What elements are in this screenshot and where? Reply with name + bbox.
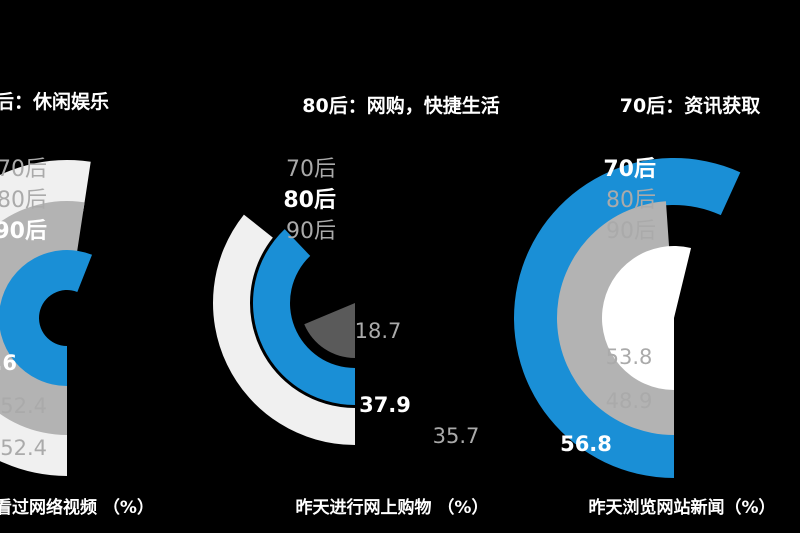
value-label-1-3: .6 [0,351,17,375]
arc-1-1 [0,160,91,476]
arc-1-2 [0,201,85,435]
value-label-1-1: 52.4 [0,436,47,460]
title-1: 后：休闲娱乐 [0,90,109,113]
legend-1-1: 70后 [0,157,47,182]
value-label-3-3: 53.8 [606,345,653,369]
arc-1-3 [0,250,93,386]
legend-2-1: 70后 [286,157,336,182]
value-label-3-1: 56.8 [560,432,612,456]
footer-1: 看过网络视频 （%） [0,497,154,518]
title-3: 70后：资讯获取 [620,94,760,117]
legend-1-2: 80后 [0,188,47,213]
footer-3: 昨天浏览网站新闻（%） [588,497,775,518]
panel-1: 后：休闲娱乐 70后 80后 90后 52.4 52.4 .6 看过网络视频 （%） [0,90,154,518]
title-2: 80后：网购，快捷生活 [302,94,499,117]
arc-2-2 [253,229,355,405]
legend-3-1: 70后 [603,157,656,182]
panel-2: 80后：网购，快捷生活 70后 80后 90后 35.7 37.9 18.7 昨天进行网上购物… [212,94,500,518]
arc-2-1 [212,214,355,445]
value-label-2-3: 18.7 [355,319,402,343]
value-label-3-2: 48.9 [606,389,653,413]
value-label-2-2: 37.9 [359,393,411,417]
legend-3-2: 80后 [606,188,656,213]
panel-3: 70后：资讯获取 70后 80后 90后 56.8 48.9 53.8 昨天浏览网站新闻（%） [514,94,776,518]
footer-2: 昨天进行网上购物 （%） [296,497,489,518]
arc-3-2 [556,201,674,435]
arc-3-3 [601,245,692,390]
value-label-2-1: 35.7 [433,424,480,448]
legend-2-3: 90后 [286,219,336,244]
legend-3-3: 90后 [606,219,656,244]
legend-1-3: 90后 [0,219,47,244]
arc-2-3 [304,303,355,358]
legend-2-2: 80后 [283,188,336,213]
arc-3-1 [514,157,741,478]
value-label-1-2: 52.4 [0,394,47,418]
